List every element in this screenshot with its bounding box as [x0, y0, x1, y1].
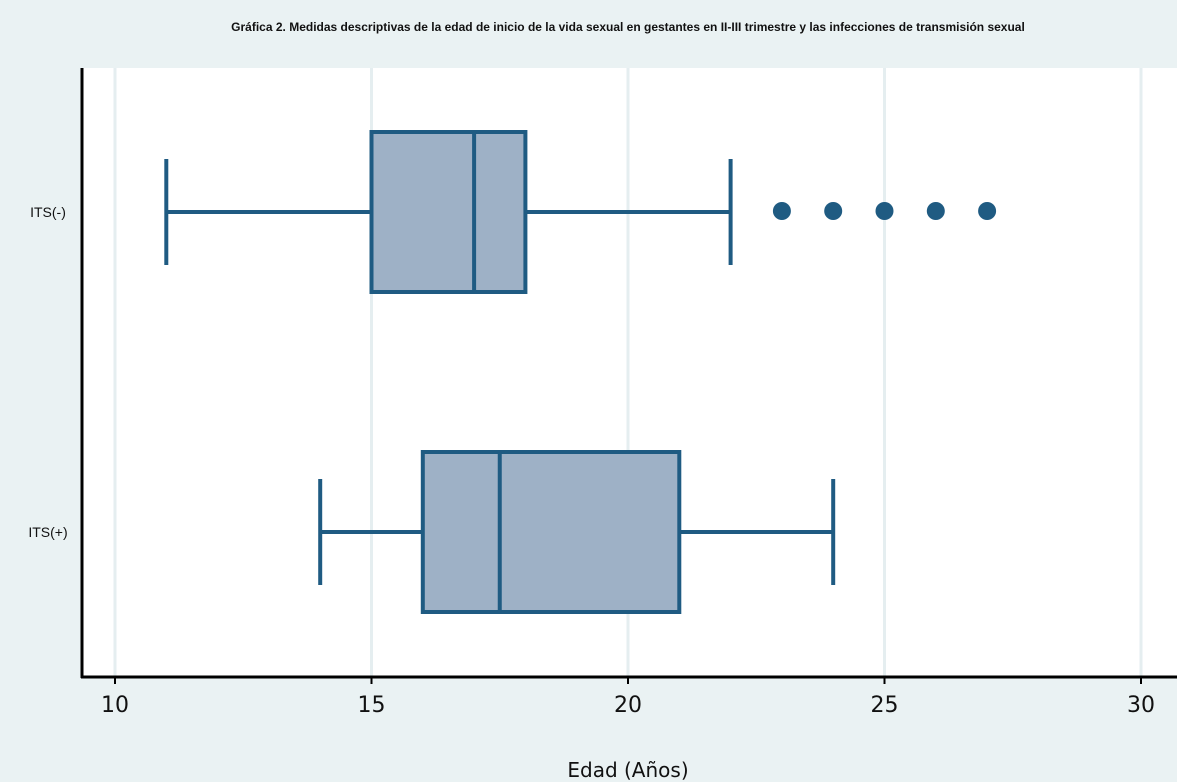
x-tick-label-30: 30 [1127, 693, 1155, 718]
outlier-point [824, 202, 843, 220]
category-label: ITS(-) [30, 204, 66, 220]
iqr-box [369, 130, 528, 294]
outlier-point [772, 202, 791, 220]
outlier-point [875, 202, 894, 220]
iqr-box [420, 450, 682, 614]
x-tick-label-25: 25 [871, 693, 899, 718]
x-axis-title: Edad (Años) [567, 758, 688, 782]
axis-layer: 10 15 20 25 30 ITS(-) ITS(+) [28, 68, 1177, 718]
x-tick-label-20: 20 [614, 693, 642, 718]
category-label: ITS(+) [28, 524, 67, 540]
chart-title: Gráfica 2. Medidas descriptivas de la ed… [231, 20, 1025, 34]
box-group-its-neg [164, 130, 997, 294]
box-group-its-pos [318, 450, 836, 614]
x-tick-label-15: 15 [358, 693, 386, 718]
x-tick-label-10: 10 [101, 693, 129, 718]
outlier-point [978, 202, 997, 220]
box-layer [164, 130, 997, 614]
outlier-point [926, 202, 945, 220]
